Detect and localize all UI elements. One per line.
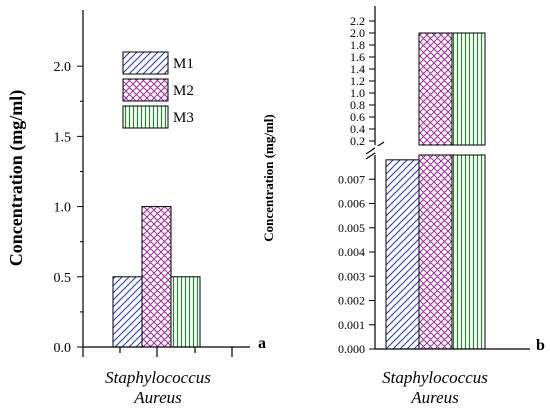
panel-b-y-tick-label: 0.8: [350, 98, 365, 112]
panel-a: 0.0 0.5 1.0 1.5 2.0 Concentration (mg/ml) St…: [6, 10, 266, 407]
panel-a-category-line1: Staphylococcus: [105, 368, 211, 387]
panel-b-bar-m1: [385, 159, 420, 350]
panel-b-y-tick-label: 1.4: [350, 62, 365, 76]
panel-b-y-tick-label: 0.001: [338, 318, 365, 332]
panel-a-bar-m1: [112, 276, 143, 348]
panel-b-y-tick-label: 1.0: [350, 86, 365, 100]
panel-b: 0.000 0.001 0.002 0.003 0.004 0.005 0.006 0.007…: [261, 6, 545, 407]
panel-b-y-tick-label: 0.005: [338, 221, 365, 235]
legend-label-m3: M3: [173, 110, 194, 126]
panel-b-y-axis-title: Concentration (mg/ml): [261, 114, 276, 241]
panel-b-y-tick-label: 0.4: [350, 122, 365, 136]
panel-b-label: b: [536, 337, 545, 354]
legend-label-m1: M1: [173, 56, 194, 72]
panel-a-y-tick-label: 2.0: [54, 60, 72, 75]
panel-b-category-line1: Staphylococcus: [382, 368, 488, 387]
panel-b-y-tick-label: 0.003: [338, 269, 365, 283]
panel-b-y-tick-label: 0.006: [338, 197, 365, 211]
panel-b-bars: [385, 32, 486, 350]
panel-a-y-tick-label: 1.0: [54, 201, 72, 216]
panel-a-y-tick-label: 0.0: [54, 341, 72, 356]
panel-a-bar-m2: [141, 206, 172, 348]
panel-b-y-ticks: 0.000 0.001 0.002 0.003 0.004 0.005 0.006 0.007…: [338, 14, 375, 356]
panel-b-y-tick-label: 1.8: [350, 38, 365, 52]
panel-a-y-axis-title: Concentration (mg/ml): [6, 90, 27, 266]
panel-a-y-tick-label: 0.5: [54, 271, 72, 286]
panel-b-bar-m3-upper: [451, 32, 486, 146]
panel-b-y-tick-label: 0.6: [350, 110, 365, 124]
panel-a-bars: [112, 206, 201, 348]
panel-b-bar-m2-upper: [418, 32, 453, 146]
panel-a-bar-m3: [170, 276, 201, 348]
panel-b-y-tick-label: 0.2: [350, 134, 365, 148]
legend-swatch-m3: [122, 105, 169, 129]
panel-b-y-tick-label: 1.2: [350, 74, 365, 88]
panel-b-y-tick-label: 0.007: [338, 172, 365, 186]
panel-a-y-ticks: 0.0 0.5 1.0 1.5 2.0: [54, 60, 83, 356]
panel-b-y-tick-label: 0.002: [338, 294, 365, 308]
panel-a-label: a: [258, 335, 266, 352]
panel-b-y-tick-label: 2.2: [350, 14, 365, 28]
panel-b-y-tick-label: 0.004: [338, 245, 365, 259]
panel-b-bar-m2-lower: [418, 154, 453, 350]
axis-break-mark: [365, 141, 535, 160]
panel-a-x-ticks: [82, 347, 233, 357]
panel-b-bar-m3-lower: [451, 154, 486, 350]
legend-label-m2: M2: [173, 83, 194, 99]
legend-swatch-m2: [122, 78, 169, 102]
panel-a-y-tick-label: 1.5: [54, 130, 72, 145]
panel-b-category-line2: Aureus: [410, 388, 459, 407]
panel-b-y-tick-label: 2.0: [350, 26, 365, 40]
panel-b-y-tick-label: 0.000: [338, 342, 365, 356]
panel-b-y-tick-label: 1.6: [350, 50, 365, 64]
panel-a-category-line2: Aureus: [133, 388, 182, 407]
legend: M1 M2 M3: [122, 51, 194, 129]
legend-swatch-m1: [122, 51, 169, 75]
